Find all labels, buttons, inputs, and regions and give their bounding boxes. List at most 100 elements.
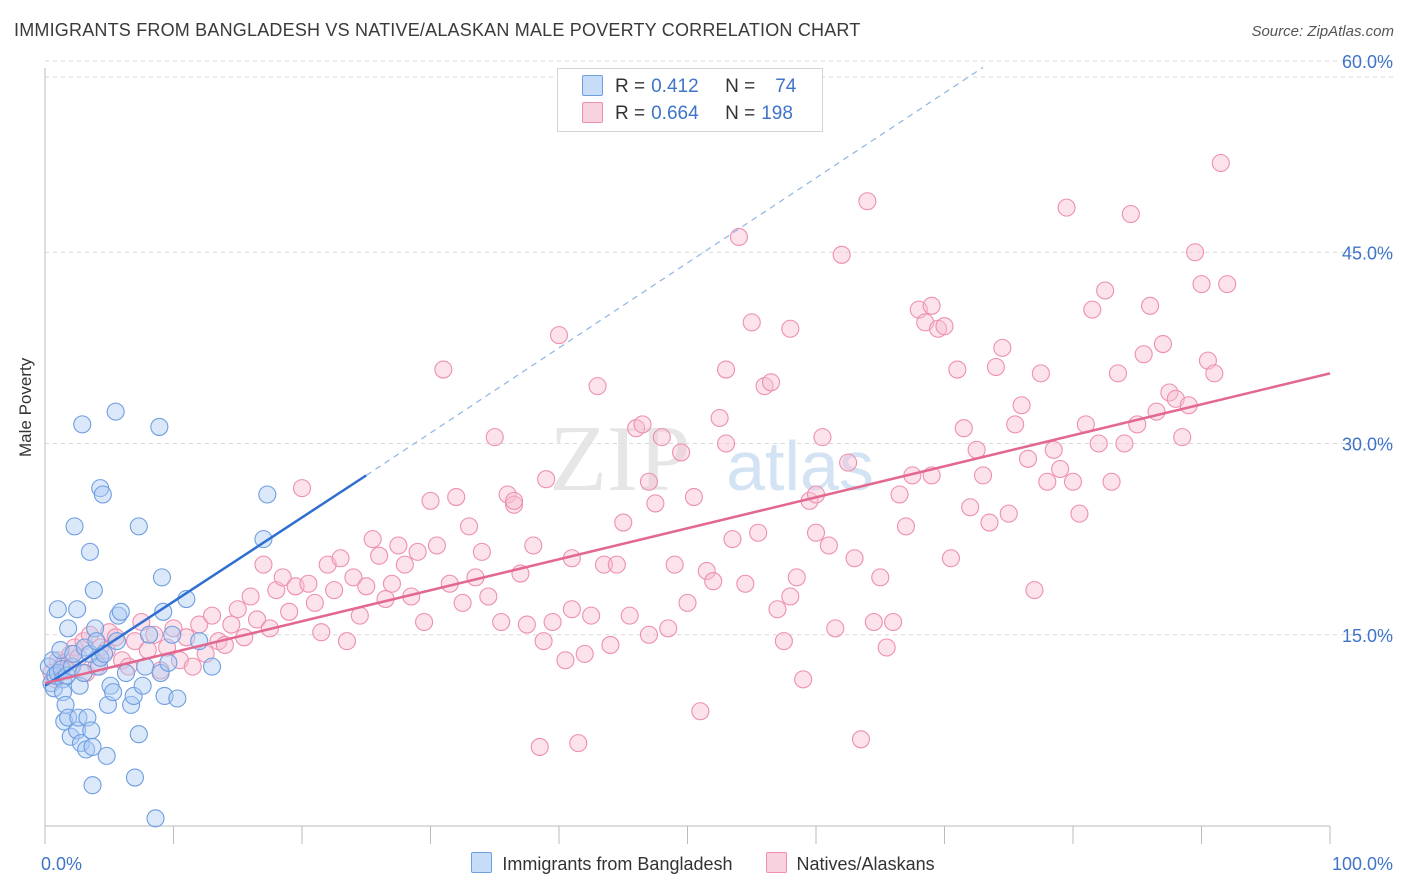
bangladesh-point: [151, 663, 170, 683]
natives-point: [896, 517, 916, 536]
bangladesh-point: [65, 517, 84, 536]
natives-point: [504, 495, 524, 514]
natives-point: [164, 619, 183, 638]
legend-label-bangladesh: Immigrants from Bangladesh: [502, 854, 733, 874]
bangladesh-point: [159, 653, 178, 672]
natives-point: [832, 245, 851, 264]
bangladesh-point: [203, 657, 222, 676]
natives-point: [65, 638, 84, 657]
bangladesh-point: [97, 746, 116, 765]
bangladesh-point: [154, 602, 173, 621]
natives-point: [459, 517, 479, 536]
natives-point: [325, 581, 344, 600]
bangladesh-point: [125, 768, 144, 787]
natives-point: [659, 619, 678, 638]
natives-point: [517, 615, 536, 634]
natives-point: [678, 593, 697, 612]
natives-point: [1096, 281, 1115, 300]
natives-point: [1051, 459, 1070, 479]
series-legend: Immigrants from Bangladesh Natives/Alask…: [0, 852, 1406, 875]
natives-point: [672, 443, 691, 462]
bangladesh-point: [59, 619, 78, 638]
natives-point: [639, 625, 659, 644]
natives-point: [453, 593, 472, 612]
legend-n-label: N =: [725, 76, 756, 97]
natives-point: [967, 440, 986, 459]
natives-point: [492, 612, 511, 632]
natives-point: [247, 610, 267, 629]
natives-trendline: [44, 372, 1331, 685]
natives-point: [806, 523, 826, 542]
bangladesh-point: [84, 581, 103, 600]
natives-point: [1160, 383, 1179, 402]
natives-point: [646, 494, 665, 513]
natives-point: [472, 542, 491, 561]
natives-point: [575, 644, 594, 663]
natives-point: [781, 319, 800, 338]
bangladesh-point: [106, 402, 125, 421]
natives-point: [1025, 581, 1044, 600]
natives-point: [871, 568, 890, 587]
bangladesh-point: [48, 600, 67, 619]
natives-point: [607, 555, 626, 574]
bangladesh-point: [83, 737, 102, 757]
legend-r-label: R =: [615, 76, 646, 97]
bangladesh-point: [116, 663, 136, 683]
watermark: ZIP atlas: [550, 407, 874, 511]
natives-point: [562, 600, 581, 619]
natives-point: [382, 574, 402, 593]
natives-point: [434, 360, 453, 379]
natives-point: [826, 619, 845, 638]
natives-point: [1173, 428, 1192, 447]
natives-point: [723, 530, 742, 549]
natives-point: [357, 577, 376, 596]
legend-item-natives: Natives/Alaskans: [765, 852, 935, 875]
natives-point: [498, 485, 517, 504]
bangladesh-point: [111, 602, 130, 621]
bangladesh-point: [146, 809, 165, 828]
natives-point: [344, 568, 363, 587]
natives-point: [183, 657, 202, 676]
natives-point: [421, 491, 440, 510]
bangladesh-point: [82, 721, 101, 740]
natives-point: [716, 434, 736, 453]
natives-point: [986, 357, 1005, 377]
natives-point: [980, 513, 999, 532]
natives-point: [813, 428, 832, 447]
natives-point: [1083, 300, 1102, 319]
natives-point: [999, 504, 1018, 523]
natives-point: [1121, 204, 1140, 224]
natives-point: [594, 555, 614, 574]
natives-point: [639, 472, 659, 491]
natives-point: [1192, 275, 1211, 294]
bangladesh-point: [152, 568, 171, 587]
y-tick-label: 45.0%: [1342, 243, 1393, 263]
natives-point: [312, 623, 331, 642]
natives-point: [684, 487, 703, 507]
natives-point: [884, 612, 903, 632]
natives-point: [948, 360, 967, 379]
legend-n-value: 74: [775, 76, 797, 97]
x-tick-label: 100.0%: [1332, 854, 1393, 874]
bangladesh-point: [124, 686, 143, 706]
natives-point: [1108, 364, 1128, 383]
natives-point: [254, 555, 273, 574]
bangladesh-point: [254, 530, 273, 549]
natives-point: [877, 638, 896, 657]
legend-r-value: 0.412: [651, 76, 699, 97]
natives-point: [1205, 364, 1224, 383]
correlation-legend: R = 0.412 N = 74 R = 0.664 N = 198: [557, 68, 823, 132]
natives-point: [504, 491, 524, 510]
natives-point: [716, 360, 736, 379]
natives-point: [479, 587, 498, 606]
natives-point: [337, 632, 357, 651]
natives-point: [1186, 243, 1205, 262]
natives-point: [1141, 296, 1160, 315]
bangladesh-point: [80, 542, 100, 561]
bangladesh-point: [59, 708, 78, 727]
natives-point: [614, 513, 633, 532]
natives-point: [890, 485, 909, 504]
natives-point: [447, 487, 466, 507]
natives-point: [1038, 472, 1057, 491]
